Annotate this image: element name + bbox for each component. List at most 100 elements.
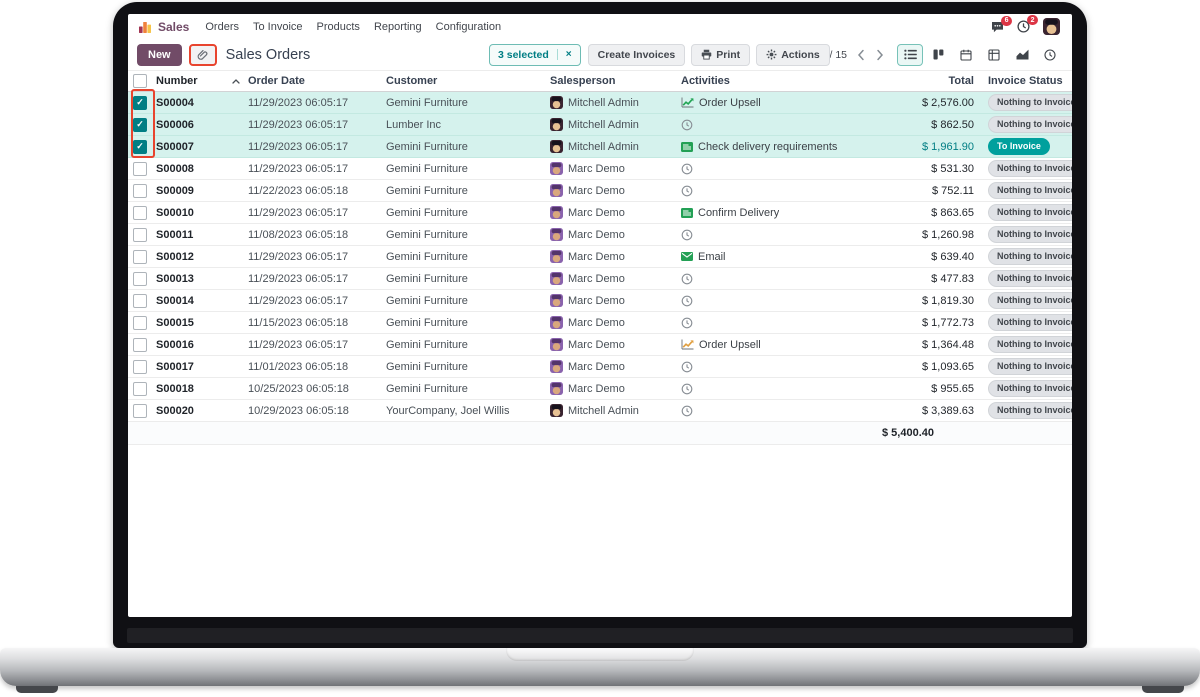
- menu-to-invoice[interactable]: To Invoice: [252, 20, 303, 33]
- row-checkbox[interactable]: [133, 249, 147, 264]
- clock-icon[interactable]: [681, 273, 693, 285]
- header-cell-total[interactable]: Total: [875, 75, 978, 87]
- cell-order-number[interactable]: S00007: [156, 140, 194, 153]
- header-cell-order-date[interactable]: Order Date: [244, 75, 382, 87]
- table-row[interactable]: S00011 11/08/2023 06:05:18 Gemini Furnitur…: [128, 224, 1072, 246]
- select-all-checkbox[interactable]: [133, 74, 147, 88]
- table-row[interactable]: S00006 11/29/2023 06:05:17 Lumber Inc Mitch…: [128, 114, 1072, 136]
- table-row[interactable]: S00018 10/25/2023 06:05:18 Gemini Furnitur…: [128, 378, 1072, 400]
- table-row[interactable]: S00010 11/29/2023 06:05:17 Gemini Furnitur…: [128, 202, 1072, 224]
- view-calendar-button[interactable]: [953, 44, 979, 66]
- actions-button[interactable]: Actions: [756, 43, 830, 66]
- cell-order-number[interactable]: S00012: [156, 250, 194, 263]
- clock-icon[interactable]: [681, 317, 693, 329]
- table-row[interactable]: S00004 11/29/2023 06:05:17 Gemini Furnitur…: [128, 92, 1072, 114]
- cell-activities[interactable]: [677, 229, 875, 241]
- row-checkbox[interactable]: [133, 337, 147, 352]
- print-button[interactable]: Print: [691, 43, 751, 66]
- table-row[interactable]: S00007 11/29/2023 06:05:17 Gemini Furnitur…: [128, 136, 1072, 158]
- row-checkbox[interactable]: [133, 293, 147, 308]
- cell-order-number[interactable]: S00017: [156, 360, 194, 373]
- row-checkbox[interactable]: [133, 117, 147, 132]
- line-chart-icon[interactable]: [681, 97, 694, 108]
- clear-selection-icon[interactable]: ×: [556, 49, 572, 60]
- view-list-button[interactable]: [897, 43, 923, 66]
- cell-order-number[interactable]: S00004: [156, 96, 194, 109]
- row-checkbox[interactable]: [133, 205, 147, 220]
- cell-order-number[interactable]: S00008: [156, 162, 194, 175]
- new-button[interactable]: New: [137, 43, 182, 66]
- clock-icon[interactable]: [681, 383, 693, 395]
- pager-next-button[interactable]: [875, 49, 885, 61]
- cell-order-number[interactable]: S00014: [156, 294, 194, 307]
- cell-activities[interactable]: [677, 361, 875, 373]
- view-graph-button[interactable]: [1009, 44, 1035, 66]
- clock-icon[interactable]: [681, 405, 693, 417]
- cell-order-number[interactable]: S00006: [156, 118, 194, 131]
- cell-order-number[interactable]: S00016: [156, 338, 194, 351]
- header-cell-activities[interactable]: Activities: [677, 75, 875, 87]
- view-pivot-button[interactable]: [981, 44, 1007, 66]
- cell-order-number[interactable]: S00020: [156, 404, 194, 417]
- line-chart-icon[interactable]: [681, 339, 694, 350]
- table-row[interactable]: S00013 11/29/2023 06:05:17 Gemini Furnitur…: [128, 268, 1072, 290]
- row-checkbox[interactable]: [133, 139, 147, 154]
- menu-reporting[interactable]: Reporting: [373, 20, 422, 33]
- table-row[interactable]: S00020 10/29/2023 06:05:18 YourCompany, Jo…: [128, 400, 1072, 422]
- paperclip-button-annotated[interactable]: [188, 43, 217, 66]
- row-checkbox[interactable]: [133, 271, 147, 286]
- app-name[interactable]: Sales: [158, 19, 190, 34]
- cell-activities[interactable]: [677, 295, 875, 307]
- header-cell-invoice-status[interactable]: Invoice Status: [978, 75, 1072, 87]
- cell-order-number[interactable]: S00013: [156, 272, 194, 285]
- table-row[interactable]: S00017 11/01/2023 06:05:18 Gemini Furnitur…: [128, 356, 1072, 378]
- cell-activities[interactable]: [677, 273, 875, 285]
- row-checkbox[interactable]: [133, 227, 147, 242]
- clock-icon[interactable]: [681, 185, 693, 197]
- cell-activities[interactable]: [677, 405, 875, 417]
- cell-activities[interactable]: Check delivery requirements: [677, 141, 875, 153]
- menu-orders[interactable]: Orders: [205, 20, 239, 33]
- cell-order-number[interactable]: S00018: [156, 382, 194, 395]
- row-checkbox[interactable]: [133, 95, 147, 110]
- table-row[interactable]: S00016 11/29/2023 06:05:17 Gemini Furnitur…: [128, 334, 1072, 356]
- clock-icon[interactable]: [681, 163, 693, 175]
- row-checkbox[interactable]: [133, 381, 147, 396]
- cell-activities[interactable]: [677, 383, 875, 395]
- clock-icon[interactable]: [681, 229, 693, 241]
- cell-order-number[interactable]: S00009: [156, 184, 194, 197]
- header-cell-number[interactable]: Number: [152, 75, 244, 87]
- cell-activities[interactable]: [677, 163, 875, 175]
- row-checkbox[interactable]: [133, 359, 147, 374]
- list-check-icon[interactable]: [681, 141, 693, 152]
- pager-previous-button[interactable]: [856, 49, 866, 61]
- odoo-sales-app-icon[interactable]: [138, 20, 152, 34]
- header-cell-salesperson[interactable]: Salesperson: [546, 75, 677, 87]
- table-row[interactable]: S00015 11/15/2023 06:05:18 Gemini Furnitur…: [128, 312, 1072, 334]
- clock-icon[interactable]: [681, 295, 693, 307]
- view-kanban-button[interactable]: [925, 44, 951, 66]
- cell-activities[interactable]: Order Upsell: [677, 339, 875, 351]
- menu-configuration[interactable]: Configuration: [435, 20, 502, 33]
- header-cell-customer[interactable]: Customer: [382, 75, 546, 87]
- cell-activities[interactable]: [677, 185, 875, 197]
- view-activity-button[interactable]: [1037, 44, 1063, 66]
- menu-products[interactable]: Products: [316, 20, 360, 33]
- cell-activities[interactable]: Email: [677, 251, 875, 263]
- row-checkbox[interactable]: [133, 403, 147, 418]
- clock-icon[interactable]: [681, 361, 693, 373]
- cell-activities[interactable]: [677, 317, 875, 329]
- user-avatar[interactable]: [1043, 18, 1060, 35]
- create-invoices-button[interactable]: Create Invoices: [587, 43, 686, 66]
- activities-icon[interactable]: 2: [1017, 15, 1038, 33]
- row-checkbox[interactable]: [133, 161, 147, 176]
- list-check-icon[interactable]: [681, 207, 693, 218]
- messages-icon[interactable]: 6: [991, 15, 1012, 33]
- cell-activities[interactable]: [677, 119, 875, 131]
- envelope-icon[interactable]: [681, 252, 693, 261]
- table-row[interactable]: S00014 11/29/2023 06:05:17 Gemini Furnitur…: [128, 290, 1072, 312]
- table-row[interactable]: S00008 11/29/2023 06:05:17 Gemini Furnitur…: [128, 158, 1072, 180]
- cell-order-number[interactable]: S00011: [156, 228, 194, 241]
- clock-icon[interactable]: [681, 119, 693, 131]
- cell-order-number[interactable]: S00010: [156, 206, 194, 219]
